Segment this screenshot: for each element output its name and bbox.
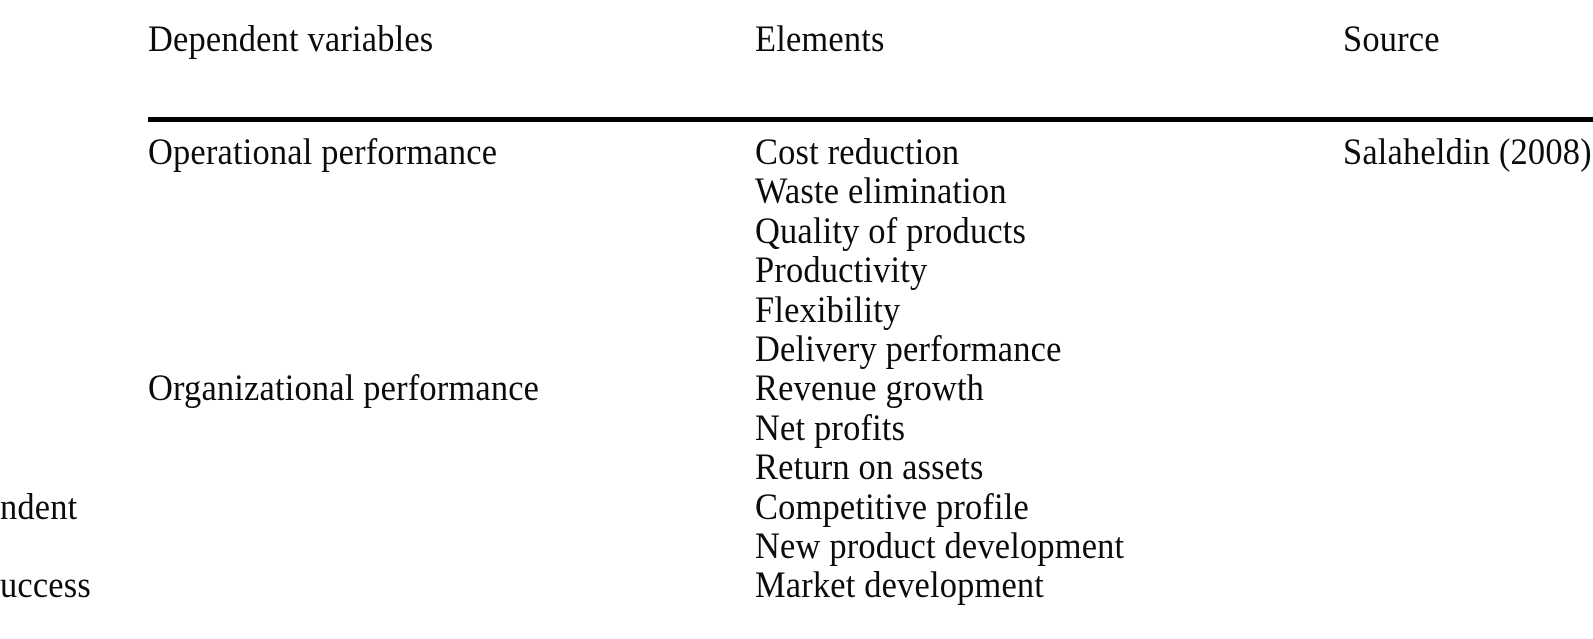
- margin-caption-fragment: uccess: [0, 565, 91, 606]
- element-line: Cost reduction: [755, 132, 960, 173]
- element-line: Delivery performance: [755, 328, 1062, 370]
- element-line: Productivity: [755, 250, 928, 292]
- margin-caption-fragment: ndent: [0, 487, 78, 528]
- source-citation: Salaheldin (2008): [1343, 132, 1592, 173]
- element-line: Flexibility: [755, 289, 901, 331]
- element-line: Return on assets: [755, 447, 984, 489]
- element-line: Competitive profile: [755, 486, 1029, 528]
- header-rule: [148, 117, 1593, 122]
- element-line: Net profits: [755, 407, 906, 449]
- element-line: Revenue growth: [755, 368, 985, 410]
- column-header-elements: Elements: [755, 19, 885, 60]
- element-line: Waste elimination: [755, 171, 1007, 213]
- elements-column: Cost reduction Waste elimination Quality…: [755, 133, 1124, 606]
- element-line: Quality of products: [755, 210, 1027, 252]
- column-header-dependent-variables: Dependent variables: [148, 19, 434, 60]
- column-header-source: Source: [1343, 19, 1440, 60]
- element-line: New product development: [755, 525, 1125, 567]
- element-line: Market development: [755, 565, 1045, 607]
- row-label-operational-performance: Operational performance: [148, 132, 498, 173]
- row-label-organizational-performance: Organizational performance: [148, 368, 540, 409]
